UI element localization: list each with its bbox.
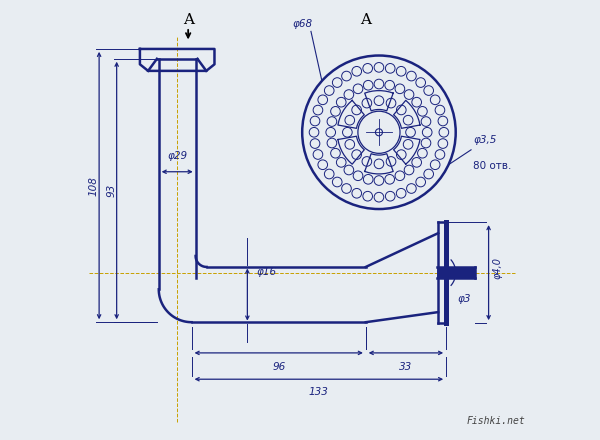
- Bar: [437, 267, 475, 279]
- Text: 33: 33: [399, 362, 413, 372]
- Text: Fishki.net: Fishki.net: [467, 416, 526, 426]
- Text: 96: 96: [272, 362, 286, 372]
- Text: φ16: φ16: [256, 267, 276, 277]
- Text: φ29: φ29: [167, 151, 187, 161]
- Text: 108: 108: [89, 176, 99, 195]
- Text: φ68: φ68: [292, 19, 312, 29]
- Text: φ4,0: φ4,0: [493, 257, 503, 279]
- Text: 80 отв.: 80 отв.: [473, 161, 512, 171]
- Text: φ3: φ3: [457, 294, 470, 304]
- Text: φ3,5: φ3,5: [473, 136, 497, 146]
- Text: A: A: [182, 13, 194, 27]
- Text: 133: 133: [309, 387, 329, 397]
- Text: 93: 93: [106, 184, 116, 197]
- Text: A: A: [360, 13, 371, 27]
